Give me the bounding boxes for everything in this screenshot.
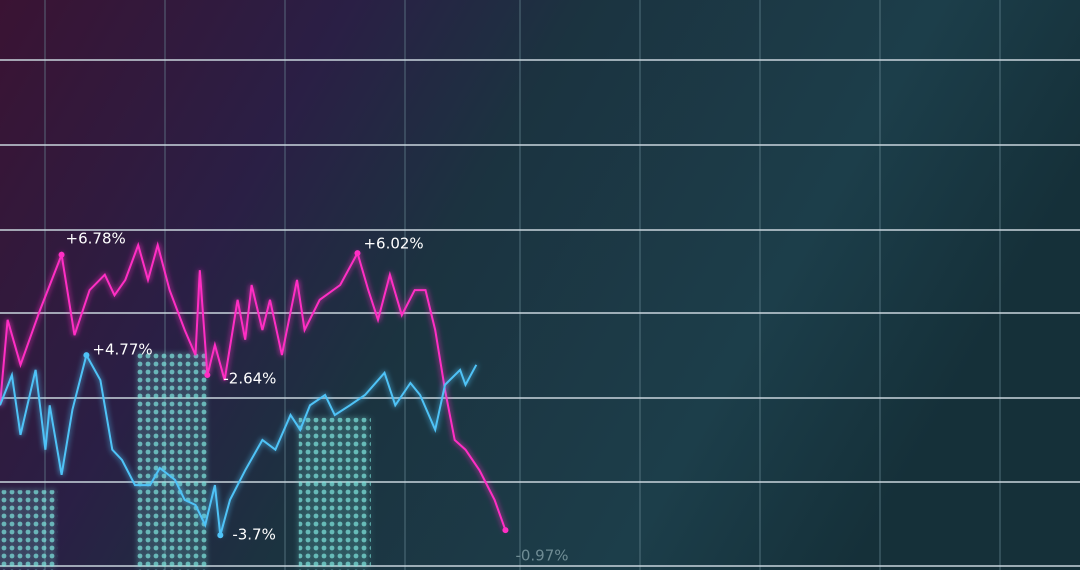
annotation: +6.78% [66, 229, 126, 247]
bar [298, 417, 371, 570]
annotation: -3.7% [232, 526, 276, 544]
annotation: -0.97% [515, 547, 568, 565]
marks: +6.78% +4.77% -2.64% +6.02% -3.7% -0.97% [0, 229, 569, 570]
annotation: -2.64% [223, 370, 276, 388]
point-marker [354, 250, 361, 257]
point-marker [204, 372, 211, 379]
bar [0, 490, 58, 570]
point-marker [83, 352, 90, 359]
annotation: +6.02% [363, 235, 423, 253]
line-series [0, 241, 507, 531]
bar [134, 352, 207, 570]
point-marker [217, 532, 224, 539]
point-marker [58, 251, 65, 258]
point-marker [502, 527, 509, 534]
annotation: +4.77% [92, 341, 152, 359]
